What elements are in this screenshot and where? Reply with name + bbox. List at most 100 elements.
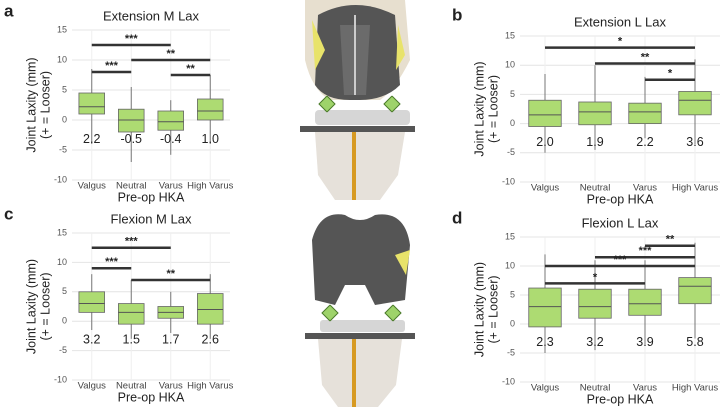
y-tick-label: 0: [62, 316, 67, 326]
y-tick-label: 15: [505, 30, 515, 40]
chart-title: Extension L Lax: [574, 14, 667, 29]
y-tick-label: 15: [505, 231, 515, 241]
box: [578, 288, 612, 319]
x-tick-label: Neutral: [580, 383, 611, 394]
x-tick-label: Neutral: [116, 181, 147, 192]
significance-label: *: [668, 68, 673, 80]
mean-label: 3.2: [586, 335, 603, 349]
panel-letter: c: [4, 204, 13, 223]
y-axis-title: (+ = Looser): [38, 71, 52, 139]
mean-label: 2.0: [536, 135, 553, 149]
x-tick-label: Varus: [633, 183, 657, 194]
x-tick-label: Neutral: [116, 381, 147, 392]
y-tick-label: -5: [507, 147, 515, 157]
x-tick-label: Valgus: [531, 183, 560, 194]
box: [678, 91, 712, 116]
y-tick-label: 5: [62, 286, 67, 296]
x-axis-title: Pre-op HKA: [118, 190, 185, 204]
mean-label: 1.7: [162, 333, 179, 347]
y-tick-label: 5: [510, 289, 515, 299]
box: [628, 288, 662, 316]
box: [118, 108, 145, 133]
x-axis-title: Pre-op HKA: [587, 392, 654, 406]
significance-label: ***: [105, 256, 119, 268]
y-tick-label: 0: [510, 118, 515, 128]
significance-label: ***: [639, 245, 653, 257]
box: [197, 293, 224, 325]
y-tick-label: -10: [502, 376, 515, 386]
y-tick-label: 5: [62, 84, 67, 94]
y-tick-label: 5: [510, 89, 515, 99]
x-tick-label: High Varus: [672, 183, 719, 194]
mean-label: 3.6: [686, 135, 703, 149]
panel-letter: a: [4, 1, 14, 20]
significance-label: **: [186, 63, 195, 75]
panel-letter: d: [452, 208, 462, 227]
panel-letter: b: [452, 5, 462, 24]
x-tick-label: Valgus: [78, 181, 107, 192]
significance-label: **: [666, 234, 675, 246]
y-tick-label: 0: [510, 318, 515, 328]
knee-flexion-illustration: [305, 214, 415, 407]
x-tick-label: High Varus: [187, 181, 234, 192]
chart-title: Flexion M Lax: [111, 211, 192, 226]
significance-label: **: [166, 48, 175, 60]
x-tick-label: High Varus: [672, 383, 719, 394]
y-tick-label: 15: [57, 227, 67, 237]
mean-label: -0.4: [160, 132, 182, 146]
y-axis-title: (+ = Looser): [486, 275, 500, 343]
y-tick-label: -5: [59, 144, 67, 154]
y-tick-label: 0: [62, 114, 67, 124]
y-axis-title: Joint Laxity (mm): [472, 262, 486, 357]
y-tick-label: 10: [57, 54, 67, 64]
box: [628, 102, 662, 125]
box: [78, 92, 105, 115]
chart-title: Flexion L Lax: [582, 215, 659, 230]
y-tick-label: -10: [502, 176, 515, 186]
box: [678, 277, 712, 305]
y-tick-label: -5: [507, 347, 515, 357]
chart-title: Extension M Lax: [103, 8, 200, 23]
significance-label: ***: [614, 254, 628, 266]
mean-label: 2.3: [536, 335, 553, 349]
box: [157, 110, 184, 131]
y-axis-title: Joint Laxity (mm): [24, 259, 38, 354]
box: [528, 287, 562, 328]
y-axis-title: Joint Laxity (mm): [472, 61, 486, 156]
box: [118, 303, 145, 325]
y-tick-label: -5: [59, 345, 67, 355]
y-tick-label: 15: [57, 24, 67, 34]
mean-label: 5.8: [686, 335, 703, 349]
mean-label: 1.5: [123, 333, 140, 347]
x-tick-label: Varus: [159, 181, 183, 192]
x-tick-label: Varus: [159, 381, 183, 392]
box: [78, 291, 105, 313]
box: [578, 101, 612, 126]
knee-extension-illustration: [300, 0, 415, 200]
x-tick-label: Neutral: [580, 183, 611, 194]
y-axis-title: (+ = Looser): [38, 272, 52, 340]
mean-label: 2.2: [83, 132, 100, 146]
y-axis-title: Joint Laxity (mm): [24, 57, 38, 152]
x-tick-label: Valgus: [531, 383, 560, 394]
mean-label: 3.9: [636, 335, 653, 349]
x-axis-title: Pre-op HKA: [587, 192, 654, 206]
significance-label: **: [166, 268, 175, 280]
mean-label: 2.2: [636, 135, 653, 149]
mean-label: -0.5: [120, 132, 142, 146]
x-axis-title: Pre-op HKA: [118, 390, 185, 404]
significance-label: *: [618, 36, 623, 48]
y-axis-title: (+ = Looser): [486, 75, 500, 143]
y-tick-label: 10: [505, 60, 515, 70]
mean-label: 1.0: [202, 132, 219, 146]
mean-label: 2.6: [202, 333, 219, 347]
x-tick-label: High Varus: [187, 381, 234, 392]
x-tick-label: Varus: [633, 383, 657, 394]
x-tick-label: Valgus: [78, 381, 107, 392]
mean-label: 3.2: [83, 333, 100, 347]
significance-label: ***: [125, 33, 139, 45]
significance-label: ***: [105, 60, 119, 72]
significance-label: ***: [125, 236, 139, 248]
box: [197, 98, 224, 121]
